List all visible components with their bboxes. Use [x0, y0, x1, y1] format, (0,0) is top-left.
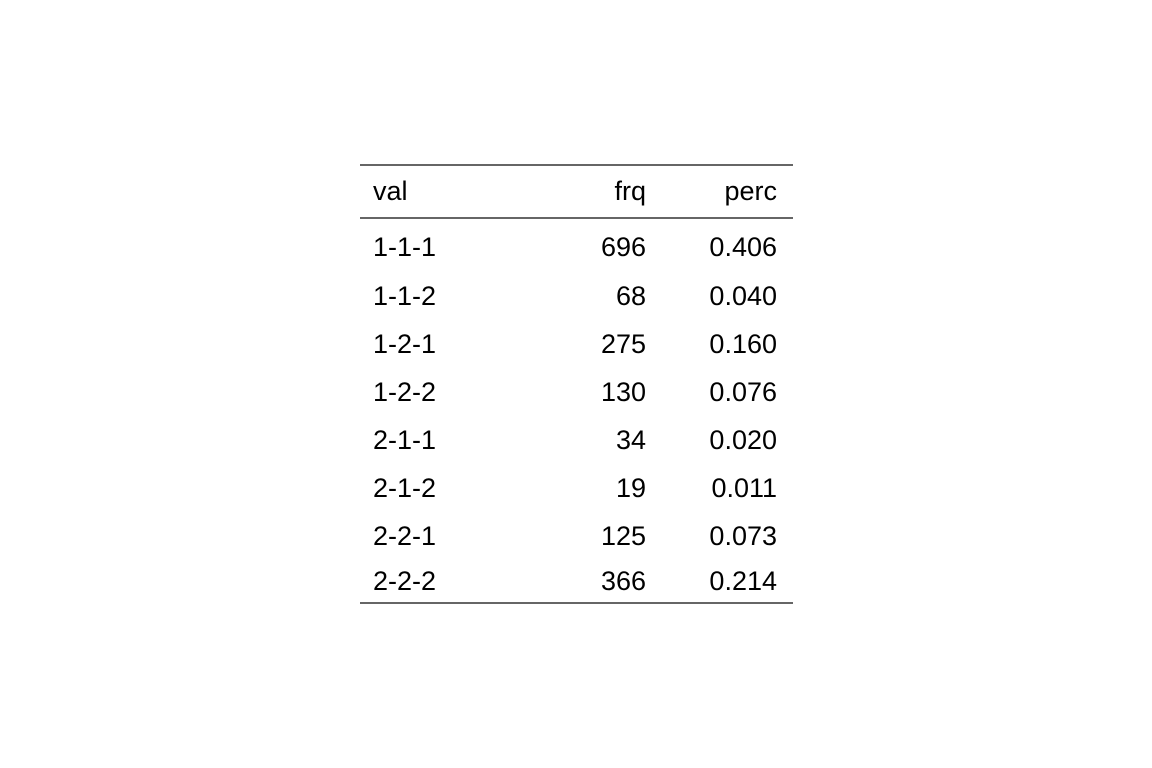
cell-frq: 275 — [600, 328, 646, 359]
table-row: 1-1-2 68 0.040 — [360, 272, 793, 320]
table-body: 1-1-1 696 0.406 1-1-2 68 0.040 1-2-1 275… — [360, 218, 793, 603]
cell-val: 2-2-2 — [373, 565, 437, 596]
table-row: 1-2-1 275 0.160 — [360, 320, 793, 368]
cell-perc: 0.406 — [709, 231, 777, 262]
cell-val: 2-1-2 — [373, 472, 437, 503]
table-row: 2-1-1 34 0.020 — [360, 416, 793, 464]
cell-perc: 0.214 — [709, 565, 777, 596]
cell-perc: 0.011 — [711, 472, 777, 503]
cell-perc: 0.160 — [709, 328, 777, 359]
cell-frq: 130 — [600, 376, 646, 407]
column-header-frq: frq — [614, 176, 646, 206]
frequency-table-container: val frq perc 1-1-1 696 0.406 1-1-2 68 0.… — [360, 164, 793, 604]
cell-val: 1-1-1 — [373, 231, 437, 262]
cell-perc: 0.073 — [709, 520, 777, 551]
cell-perc: 0.076 — [709, 376, 777, 407]
cell-val: 1-2-2 — [373, 376, 437, 407]
cell-frq: 68 — [615, 280, 646, 311]
cell-frq: 19 — [615, 472, 646, 503]
column-header-perc: perc — [724, 176, 777, 206]
table-row: 2-1-2 19 0.011 — [360, 464, 793, 512]
table-row: 1-2-2 130 0.076 — [360, 368, 793, 416]
table-row: 2-2-2 366 0.214 — [360, 560, 793, 603]
table-header: val frq perc — [360, 165, 793, 218]
table-row: 1-1-1 696 0.406 — [360, 218, 793, 272]
cell-perc: 0.020 — [709, 424, 777, 455]
cell-perc: 0.040 — [709, 280, 777, 311]
cell-val: 1-1-2 — [373, 280, 437, 311]
cell-val: 2-2-1 — [373, 520, 437, 551]
cell-frq: 34 — [615, 424, 646, 455]
cell-val: 1-2-1 — [373, 328, 437, 359]
cell-frq: 366 — [600, 565, 646, 596]
table-row: 2-2-1 125 0.073 — [360, 512, 793, 560]
column-header-val: val — [373, 176, 408, 206]
header-row: val frq perc — [360, 165, 793, 218]
cell-frq: 125 — [600, 520, 646, 551]
cell-val: 2-1-1 — [373, 424, 437, 455]
cell-frq: 696 — [600, 231, 646, 262]
frequency-table: val frq perc 1-1-1 696 0.406 1-1-2 68 0.… — [360, 164, 793, 604]
